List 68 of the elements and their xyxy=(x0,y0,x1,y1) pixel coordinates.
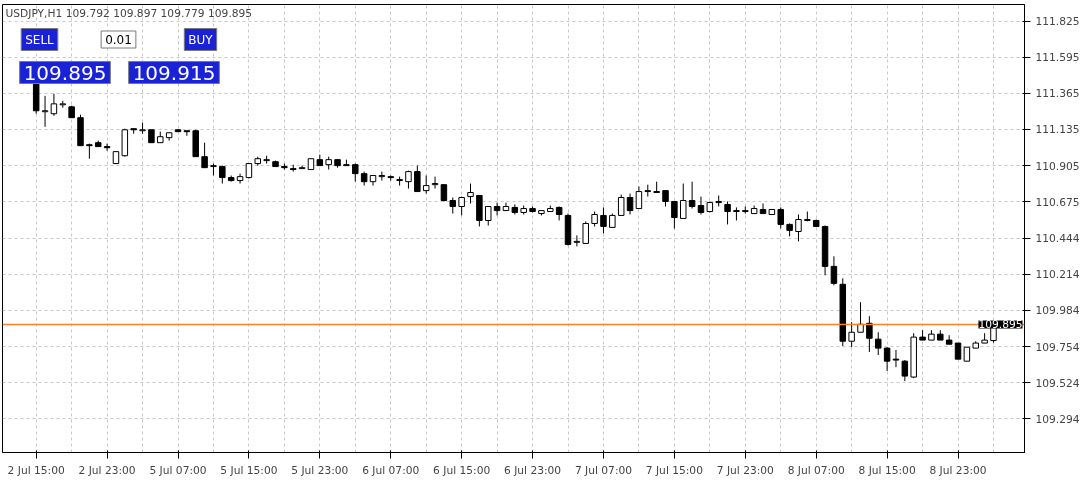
candlestick xyxy=(431,176,439,190)
x-tick-label: 7 Jul 23:00 xyxy=(716,463,775,477)
x-tick-label: 6 Jul 15:00 xyxy=(433,463,491,477)
candlestick xyxy=(600,206,607,234)
y-tick-label: 111.135 xyxy=(1035,123,1080,137)
candlestick xyxy=(573,234,581,247)
annotation: 0.01 xyxy=(105,33,132,47)
y-tick-label: 110.675 xyxy=(1035,195,1080,209)
candlestick xyxy=(50,93,58,117)
candlestick xyxy=(103,143,111,152)
candlestick xyxy=(671,200,678,229)
x-tick-label: 5 Jul 07:00 xyxy=(149,463,207,477)
x-tick-label: 2 Jul 15:00 xyxy=(7,463,65,477)
chart-title: USDJPY,H1 109.792 109.897 109.779 109.895 xyxy=(5,6,253,20)
candlestick xyxy=(679,183,687,219)
candlestick xyxy=(617,194,625,216)
x-tick-label: 7 Jul 15:00 xyxy=(645,463,704,477)
y-tick-label: 109.984 xyxy=(1035,304,1080,318)
x-tick-label: 6 Jul 23:00 xyxy=(504,463,562,477)
annotation: SELL xyxy=(25,32,55,47)
candlestick xyxy=(422,175,430,195)
candlestick xyxy=(626,193,634,216)
x-tick-label: 8 Jul 23:00 xyxy=(929,463,987,477)
candlestick xyxy=(759,203,767,215)
y-tick-label: 109.294 xyxy=(1035,412,1080,426)
candlestick xyxy=(795,214,802,242)
x-tick-label: 6 Jul 07:00 xyxy=(362,463,420,477)
candlestick xyxy=(236,173,244,185)
candlestick xyxy=(467,183,474,205)
candlestick xyxy=(484,205,492,227)
y-tick-label: 111.825 xyxy=(1035,15,1080,29)
candlestick xyxy=(883,346,891,372)
ref-line-label: 109.895 xyxy=(978,318,1023,332)
candlestick xyxy=(848,321,855,348)
candlestick xyxy=(414,165,421,193)
candlestick xyxy=(493,202,501,216)
x-tick-label: 5 Jul 23:00 xyxy=(291,463,349,477)
candlestick xyxy=(635,186,643,210)
candlestick xyxy=(582,220,589,244)
x-tick-label: 8 Jul 15:00 xyxy=(858,463,916,477)
y-tick-label: 110.214 xyxy=(1035,268,1080,282)
candlestick xyxy=(378,171,386,182)
candlestick xyxy=(866,315,873,353)
candlestick xyxy=(41,95,49,128)
candlestick xyxy=(697,196,705,216)
candlestick xyxy=(875,331,882,356)
candlestick xyxy=(857,301,864,333)
candlestick xyxy=(183,130,191,137)
x-tick-label: 8 Jul 07:00 xyxy=(787,463,845,477)
candlestick xyxy=(777,206,784,229)
annotation: 109.895 xyxy=(23,60,107,85)
y-tick-label: 111.595 xyxy=(1035,51,1080,65)
y-tick-label: 110.905 xyxy=(1035,159,1080,173)
y-tick-label: 111.365 xyxy=(1035,87,1080,101)
candlestick xyxy=(724,200,731,225)
candlestick xyxy=(892,349,900,368)
y-tick-label: 110.444 xyxy=(1035,232,1080,246)
candlestick xyxy=(901,359,909,382)
candlestick xyxy=(688,181,696,210)
candlestick xyxy=(201,142,208,169)
x-tick-label: 5 Jul 15:00 xyxy=(220,463,278,477)
x-tick-label: 2 Jul 23:00 xyxy=(78,463,136,477)
y-tick-label: 109.524 xyxy=(1035,376,1080,390)
x-tick-label: 7 Jul 07:00 xyxy=(574,463,633,477)
y-tick-label: 109.754 xyxy=(1035,340,1080,354)
candlestick xyxy=(830,255,838,286)
annotation: BUY xyxy=(188,32,214,47)
annotation: 109.915 xyxy=(132,60,216,85)
